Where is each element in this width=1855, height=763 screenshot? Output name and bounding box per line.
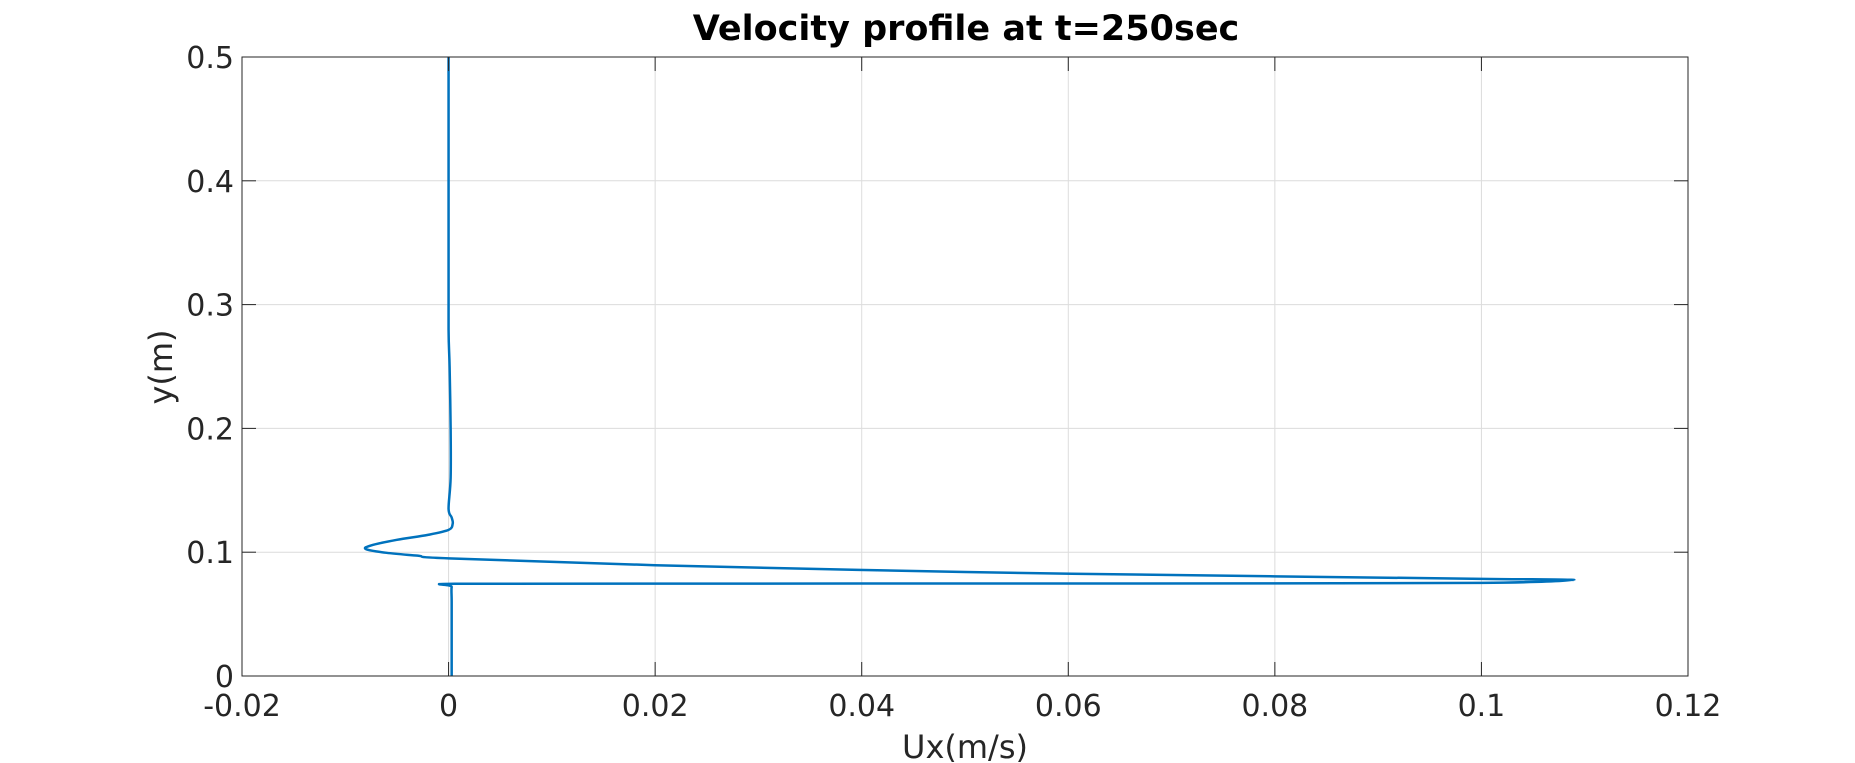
x-tick-label: 0 — [439, 689, 458, 724]
x-tick-label: -0.02 — [203, 689, 281, 724]
chart-title: Velocity profile at t=250sec — [693, 9, 1240, 49]
series-line-0 — [363, 57, 1576, 676]
plot-area-border — [241, 56, 1689, 677]
x-tick-label: 0.08 — [1241, 689, 1308, 724]
x-tick-label: 0.04 — [828, 689, 895, 724]
axis-ticks: -0.02 0 0.02 0.04 0.06 0.08 0.1 0.1200.10.20.30… — [186, 41, 1721, 724]
y-axis-label: y(m) — [142, 329, 180, 404]
x-tick-label: 0.1 — [1458, 689, 1506, 724]
y-tick-label: 0.4 — [186, 165, 234, 200]
series-layer — [363, 57, 1576, 676]
y-tick-label: 0.3 — [186, 289, 234, 324]
x-axis-label: Ux(m/s) — [902, 728, 1028, 763]
x-tick-label: 0.12 — [1655, 689, 1722, 724]
y-tick-label: 0.1 — [186, 536, 234, 571]
y-tick-label: 0.2 — [186, 412, 234, 447]
y-tick-label: 0 — [215, 660, 234, 695]
y-tick-label: 0.5 — [186, 41, 234, 76]
x-tick-label: 0.02 — [622, 689, 689, 724]
x-tick-label: 0.06 — [1035, 689, 1102, 724]
